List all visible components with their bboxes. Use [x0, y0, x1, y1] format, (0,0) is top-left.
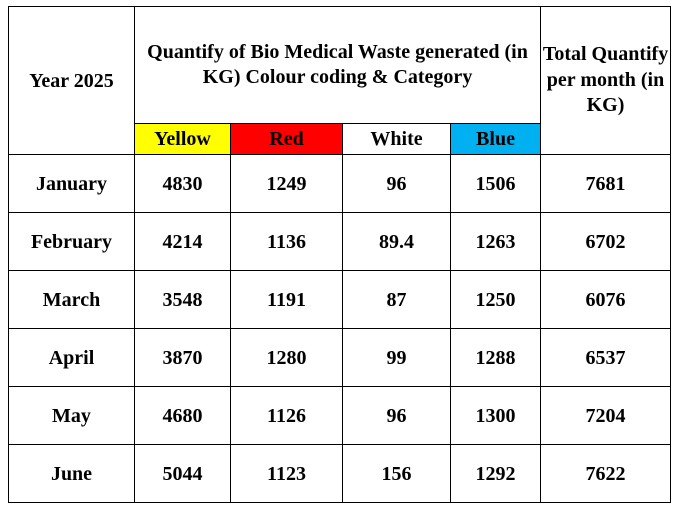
total-value: 7204 [540, 386, 672, 445]
blue-value: 1288 [449, 328, 542, 387]
table-row: February 4214 1136 89.4 1263 6702 [8, 212, 672, 271]
table-row: April 3870 1280 99 1288 6537 [8, 328, 672, 387]
yellow-value: 3870 [134, 328, 231, 387]
bio-medical-waste-table: Year 2025 Quantify of Bio Medical Waste … [8, 6, 672, 503]
month-cell: January [8, 154, 135, 213]
red-value: 1123 [230, 444, 343, 503]
white-value: 96 [342, 154, 451, 213]
red-value: 1191 [230, 270, 343, 329]
yellow-value: 4830 [134, 154, 231, 213]
red-value: 1126 [230, 386, 343, 445]
yellow-value: 5044 [134, 444, 231, 503]
total-value: 7681 [540, 154, 672, 213]
red-value: 1136 [230, 212, 343, 271]
total-value: 6537 [540, 328, 672, 387]
white-value: 99 [342, 328, 451, 387]
total-value: 6076 [540, 270, 672, 329]
table-row: January 4830 1249 96 1506 7681 [8, 154, 672, 213]
total-value: 7622 [540, 444, 672, 503]
red-value: 1280 [230, 328, 343, 387]
table-row: June 5044 1123 156 1292 7622 [8, 444, 672, 503]
month-cell: March [8, 270, 135, 329]
yellow-value: 4214 [134, 212, 231, 271]
yellow-value: 3548 [134, 270, 231, 329]
yellow-value: 4680 [134, 386, 231, 445]
total-value: 6702 [540, 212, 672, 271]
month-cell: April [8, 328, 135, 387]
year-header: Year 2025 [8, 6, 135, 155]
category-yellow-header: Yellow [134, 123, 231, 155]
blue-value: 1292 [449, 444, 542, 503]
red-value: 1249 [230, 154, 343, 213]
month-cell: May [8, 386, 135, 445]
blue-value: 1250 [449, 270, 542, 329]
category-blue-header: Blue [449, 123, 542, 155]
category-white-header: White [342, 123, 451, 155]
blue-value: 1263 [449, 212, 542, 271]
total-header: Total Quantify per month (in KG) [540, 6, 672, 155]
white-value: 96 [342, 386, 451, 445]
month-cell: June [8, 444, 135, 503]
waste-group-header: Quantify of Bio Medical Waste generated … [133, 6, 542, 124]
blue-value: 1300 [449, 386, 542, 445]
category-red-header: Red [230, 123, 343, 155]
table-row: May 4680 1126 96 1300 7204 [8, 386, 672, 445]
white-value: 87 [342, 270, 451, 329]
table-row: March 3548 1191 87 1250 6076 [8, 270, 672, 329]
white-value: 89.4 [342, 212, 451, 271]
blue-value: 1506 [449, 154, 542, 213]
month-cell: February [8, 212, 135, 271]
white-value: 156 [342, 444, 451, 503]
